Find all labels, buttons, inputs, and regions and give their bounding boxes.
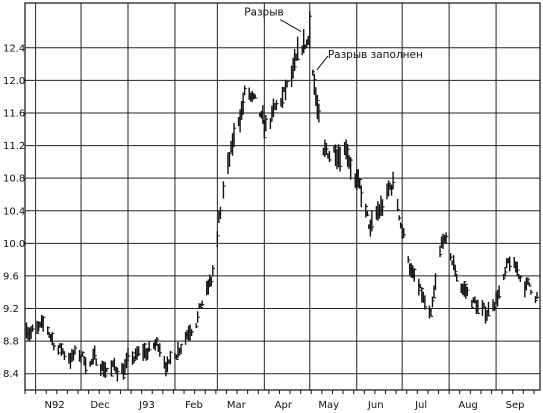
y-tick-label: 12.0	[3, 76, 25, 87]
y-tick-label: 11.2	[3, 141, 25, 152]
x-tick-label: Aug	[458, 400, 478, 411]
y-tick-label: 10.0	[3, 239, 25, 250]
y-tick-label: 8.4	[3, 369, 19, 380]
x-tick-label: Mar	[227, 400, 247, 411]
annotation-gap-pointer	[279, 19, 302, 33]
annotation-gap-filled-pointer	[316, 55, 329, 71]
x-tick-label: Apr	[275, 400, 293, 411]
grid	[25, 3, 540, 390]
x-tick-label: Dec	[90, 400, 109, 411]
x-axis-ticks: N92 Dec J93 Feb Mar Apr May Jun Jul Aug Sep	[24, 390, 535, 411]
y-tick-label: 9.6	[3, 271, 19, 282]
x-tick-label: N92	[44, 400, 64, 411]
y-tick-label: 10.8	[3, 174, 25, 185]
x-tick-label: May	[318, 400, 339, 411]
y-axis-ticks: 8.4 8.8 9.2 9.6 10.0 10.4 10.8 11.2 11.6 12.0 12.4	[3, 43, 25, 380]
x-tick-label: Feb	[185, 400, 203, 411]
annotation-gap-filled-label: Разрыв заполнен	[328, 49, 423, 61]
plot-frame	[24, 2, 541, 391]
x-tick-label: J93	[138, 400, 155, 411]
annotation-gap-label: Разрыв	[244, 7, 283, 19]
x-tick-label: Jul	[414, 400, 427, 411]
y-tick-label: 12.4	[3, 43, 25, 54]
y-tick-label: 10.4	[3, 206, 25, 217]
y-tick-label: 8.8	[3, 337, 19, 348]
y-tick-label: 11.6	[3, 108, 25, 119]
annotations: Разрыв Разрыв заполнен	[244, 7, 423, 71]
y-tick-label: 9.2	[3, 304, 19, 315]
x-tick-label: Jun	[367, 400, 384, 411]
x-tick-label: Sep	[506, 400, 525, 411]
price-bars	[25, 11, 540, 382]
